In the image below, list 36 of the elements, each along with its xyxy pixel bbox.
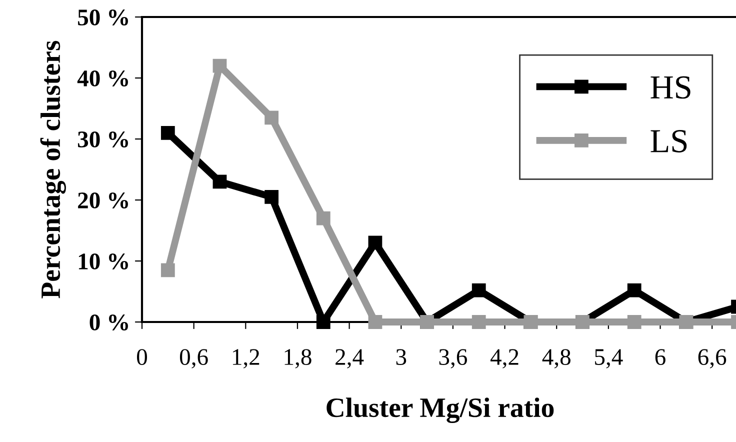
point: [627, 315, 642, 329]
y-tick-label: 50 %: [78, 9, 128, 26]
point: [316, 211, 330, 226]
legend-label: HS: [650, 76, 690, 99]
x-tick-label: 4,2: [490, 349, 518, 368]
point: [472, 315, 486, 329]
y-tick-label: 10 %: [78, 253, 128, 270]
point: [160, 126, 175, 140]
x-tick-label: 3: [396, 349, 406, 366]
point: [160, 263, 175, 278]
point: [368, 236, 382, 250]
x-axis-title: Cluster Mg/Si ratio: [326, 398, 554, 423]
point: [316, 315, 330, 329]
x-tick-label: 1,8: [284, 349, 312, 368]
y-tick-label: 30 %: [78, 131, 128, 148]
point: [368, 315, 382, 329]
x-tick-label: 3,6: [439, 349, 468, 368]
x-tick-label: 2,4: [336, 349, 364, 368]
x-tick-label: 1,2: [232, 349, 260, 368]
x-tick-label: 5,4: [595, 349, 623, 368]
x-tick-label: 6,6: [698, 349, 726, 368]
point: [264, 190, 279, 204]
y-tick-label: 0 %: [90, 314, 128, 330]
x-tick-label: 4,8: [542, 349, 570, 368]
legend-label: LS: [650, 130, 687, 152]
y-axis-title: Percentage of clusters: [40, 40, 66, 298]
x-tick-label: 6: [655, 349, 666, 366]
point: [212, 174, 227, 189]
y-tick-label: 40 %: [77, 70, 128, 86]
y-tick-label: 20 %: [78, 192, 128, 208]
point: [472, 283, 486, 298]
point: [627, 283, 642, 298]
point: [264, 110, 279, 125]
point: [212, 58, 227, 73]
x-tick-label: 0: [136, 349, 148, 366]
x-tick-label: 0,6: [180, 349, 208, 368]
